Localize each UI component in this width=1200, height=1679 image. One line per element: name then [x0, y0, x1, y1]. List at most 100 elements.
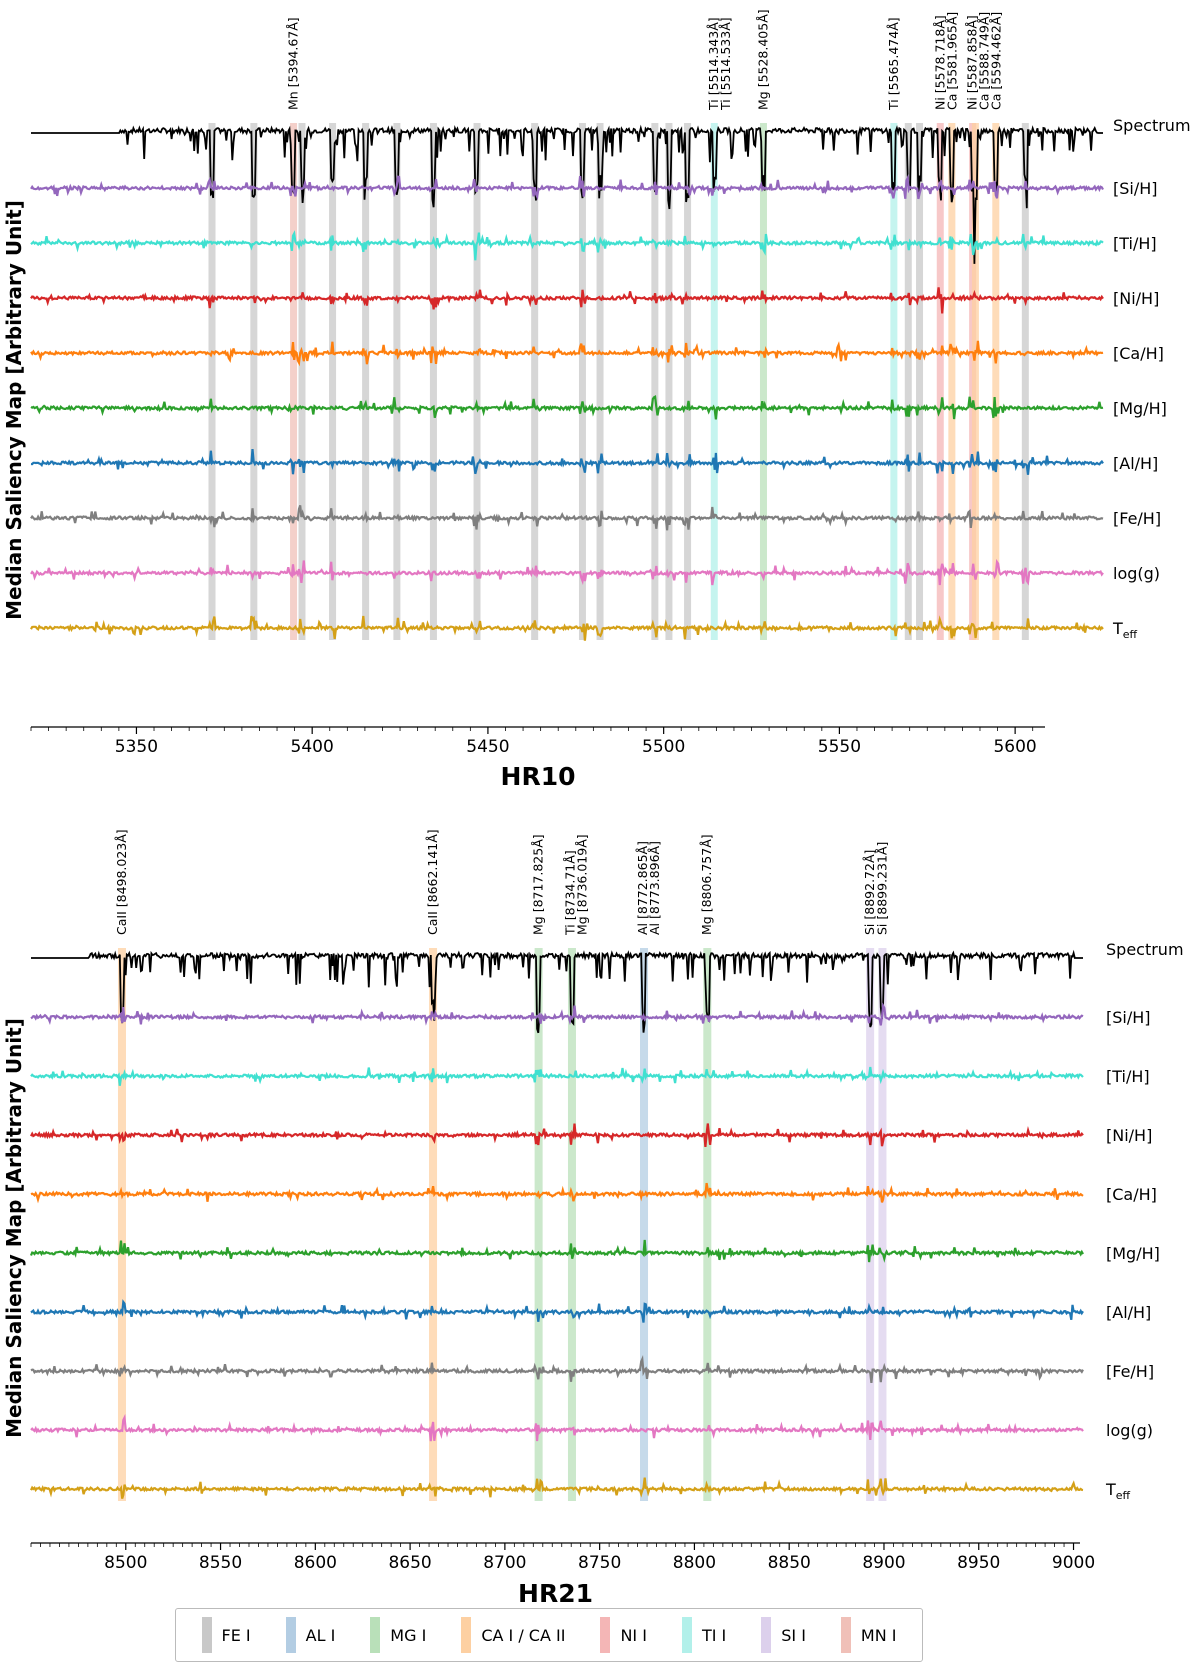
highlight-band	[640, 948, 649, 1501]
x-tick-label: 8850	[768, 1553, 811, 1573]
highlight-band	[1021, 123, 1029, 640]
panel-title: HR10	[501, 762, 576, 791]
series-label: [Ti/H]	[1113, 234, 1157, 253]
x-tick-label: 9000	[1052, 1553, 1095, 1573]
line-annotation: Ti [5514.533Å]	[718, 17, 733, 111]
series-line	[30, 340, 1104, 367]
line-annotation: Ni [5587.858Å]	[965, 15, 980, 110]
x-tick-label: 8500	[104, 1553, 147, 1573]
line-annotation: Si [8899.231Å]	[875, 842, 890, 935]
x-tick-label: 5550	[818, 737, 861, 757]
line-annotation: Mn [5394.67Å]	[285, 17, 300, 110]
highlight-band	[578, 123, 586, 640]
line-annotation: Ca [5581.965Å]	[944, 12, 959, 110]
x-tick-label: 5400	[291, 737, 334, 757]
series-label: log(g)	[1106, 1421, 1153, 1440]
highlight-band	[866, 948, 875, 1501]
legend-item: NI I	[600, 1617, 647, 1653]
series-line	[30, 174, 1104, 201]
highlight-band	[429, 948, 438, 1501]
highlight-band	[703, 948, 712, 1501]
highlight-band	[117, 948, 126, 1501]
legend-label: AL I	[305, 1625, 336, 1645]
series-line	[30, 615, 1104, 641]
line-annotation: Ni [5578.718Å]	[932, 15, 947, 110]
line-annotation: Si [8892.72Å]	[862, 850, 877, 935]
series-label: [Mg/H]	[1113, 399, 1167, 418]
series-line	[30, 287, 1104, 314]
series-line	[30, 1354, 1084, 1384]
line-annotation: Ca [5588.749Å]	[977, 12, 992, 110]
series-line	[30, 1477, 1084, 1499]
legend-swatch	[370, 1617, 381, 1653]
x-tick-label: 8800	[673, 1553, 716, 1573]
x-tick-label: 5450	[466, 737, 509, 757]
series-label: [Ca/H]	[1106, 1185, 1157, 1204]
highlight-band	[992, 123, 1000, 640]
highlight-band	[534, 948, 543, 1501]
series-line	[30, 448, 1104, 475]
legend-item: MN I	[840, 1617, 897, 1653]
x-tick-label: 5600	[993, 737, 1036, 757]
series-line	[30, 1066, 1084, 1086]
series-label: Teff	[1112, 619, 1138, 641]
legend-label: MN I	[860, 1625, 897, 1645]
series-label: [Si/H]	[1106, 1008, 1151, 1027]
legend-item: AL I	[285, 1617, 336, 1653]
series-label: [Ni/H]	[1106, 1126, 1152, 1145]
highlight-band	[596, 123, 604, 640]
y-axis-label-top: Median Saliency Map [Arbitrary Unit]	[2, 200, 26, 620]
highlight-band	[710, 123, 718, 640]
legend-swatch	[461, 1617, 472, 1653]
legend-label: FE I	[221, 1625, 251, 1645]
series-line	[31, 949, 1083, 1034]
legend-label: MG I	[390, 1625, 427, 1645]
line-annotation: Ti [5514.343Å]	[706, 17, 721, 111]
legend-label: CA I / CA II	[481, 1625, 566, 1645]
x-tick-label: 8550	[199, 1553, 242, 1573]
highlight-band	[473, 123, 481, 640]
highlight-band	[904, 123, 912, 640]
highlight-band	[916, 123, 924, 640]
series-line	[30, 1299, 1084, 1323]
series-line	[30, 1123, 1084, 1148]
x-tick-label: 8700	[483, 1553, 526, 1573]
line-annotation: Mg [8736.019Å]	[575, 834, 590, 935]
hr21-panel: Spectrum [Si/H] [Ti/H] [Ni/H] [Ca/H] [Mg/H] [A…	[29, 829, 1184, 1608]
series-label: log(g)	[1113, 564, 1160, 583]
series-label: [Al/H]	[1113, 454, 1158, 473]
series-line	[30, 1002, 1084, 1026]
series-line	[31, 124, 1103, 264]
panel-title: HR21	[518, 1579, 593, 1608]
highlight-band	[890, 123, 898, 640]
series-line	[30, 505, 1104, 531]
line-annotation: Ti [5565.474Å]	[886, 17, 901, 111]
x-tick-label: 8650	[388, 1553, 431, 1573]
x-tick-label: 8600	[294, 1553, 337, 1573]
highlight-band	[429, 123, 437, 640]
legend-swatch	[840, 1617, 851, 1653]
highlight-band	[567, 948, 576, 1501]
highlight-band	[651, 123, 659, 640]
series-label: [Al/H]	[1106, 1303, 1151, 1322]
x-tick-label: 5350	[115, 737, 158, 757]
highlight-band	[250, 123, 258, 640]
series-label: [Fe/H]	[1106, 1362, 1154, 1381]
legend-item: MG I	[370, 1617, 426, 1653]
series-label: [Ca/H]	[1113, 344, 1164, 363]
highlight-band	[290, 123, 298, 640]
highlight-band	[362, 123, 370, 640]
highlight-band	[531, 123, 539, 640]
legend-swatch	[681, 1617, 692, 1653]
series-line	[30, 394, 1104, 420]
line-annotation: CaII [8498.023Å]	[114, 829, 129, 935]
highlight-band	[759, 123, 767, 640]
line-annotation: Mg [5528.405Å]	[756, 9, 771, 110]
series-label: [Mg/H]	[1106, 1244, 1160, 1263]
highlight-band	[208, 123, 216, 640]
legend-label: SI I	[781, 1625, 806, 1645]
series-label: Teff	[1105, 1480, 1131, 1502]
x-tick-label: 5500	[642, 737, 685, 757]
line-annotation: Mg [8806.757Å]	[699, 834, 714, 935]
